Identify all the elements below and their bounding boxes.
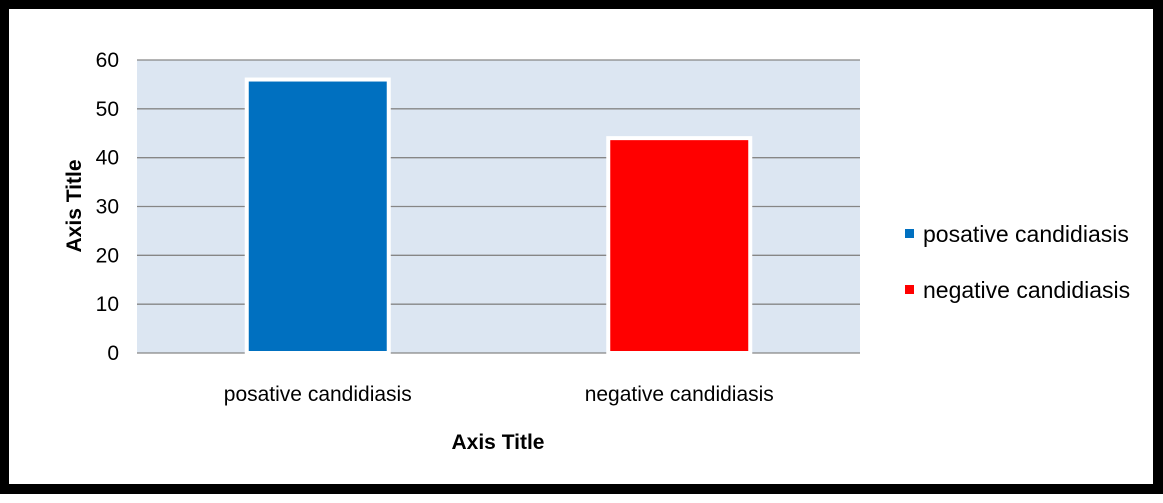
y-tick-label: 0 [107,342,119,365]
legend: posative candidiasis negative candidiasis [905,221,1130,303]
bar-1 [244,77,391,356]
y-tick-label: 40 [96,147,119,170]
y-axis-title: Axis Title [63,160,86,253]
legend-label: posative candidiasis [923,221,1129,247]
x-tick-labels: posative candidiasis negative candidiasis [224,383,774,406]
y-tick-label: 60 [96,49,119,72]
x-tick-label: posative candidiasis [224,383,412,406]
legend-swatch [905,285,914,294]
x-tick-label: negative candidiasis [585,383,774,406]
x-axis-title: Axis Title [452,431,545,454]
legend-label: negative candidiasis [923,277,1130,303]
y-tick-label: 50 [96,98,119,121]
y-tick-label: 10 [96,293,119,316]
legend-swatch [905,229,914,238]
bars [244,77,753,356]
y-tick-label: 20 [96,244,119,267]
bar-2 [606,136,753,355]
y-tick-labels: 0 10 20 30 40 50 60 [96,49,119,365]
bar-chart: 0 10 20 30 40 50 60 posative candidiasis negati… [63,49,1130,454]
y-tick-label: 30 [96,196,119,219]
